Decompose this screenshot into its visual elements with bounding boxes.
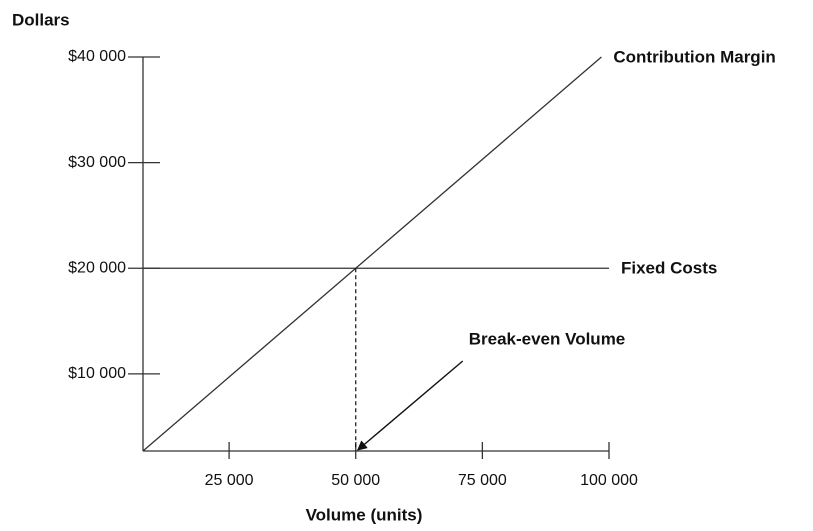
y-tick-label: $30 000 xyxy=(68,154,126,171)
break-even-label: Break-even Volume xyxy=(469,329,626,348)
x-tick-label: 75 000 xyxy=(458,472,507,489)
series-label: Fixed Costs xyxy=(621,259,717,278)
y-tick-label: $10 000 xyxy=(68,365,126,382)
x-tick-label: 50 000 xyxy=(331,472,380,489)
y-tick-label: $20 000 xyxy=(68,259,126,276)
x-tick-label: 25 000 xyxy=(205,472,254,489)
y-tick-label: $40 000 xyxy=(68,48,126,65)
break-even-arrow xyxy=(356,360,464,451)
series-label: Contribution Margin xyxy=(613,47,775,66)
series-line xyxy=(142,56,602,452)
y-axis-title: Dollars xyxy=(12,10,70,29)
x-tick-label: 100 000 xyxy=(580,472,638,489)
x-axis-title: Volume (units) xyxy=(306,505,423,524)
